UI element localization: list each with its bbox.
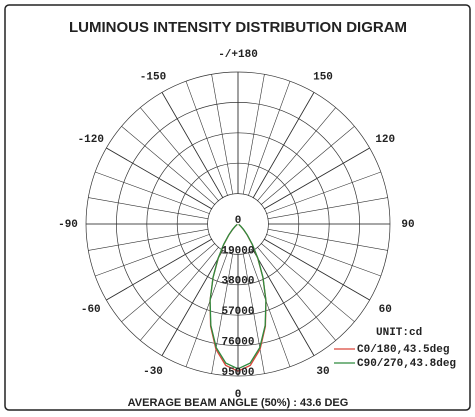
- angle-label: 30: [316, 366, 329, 378]
- angle-label: -90: [58, 219, 78, 231]
- radial-label: 95000: [221, 367, 254, 379]
- angle-spoke: [263, 147, 370, 210]
- chart-title: LUMINOUS INTENSITY DISTRIBUTION DIGRAM: [69, 19, 407, 36]
- radial-label: 0: [235, 215, 242, 227]
- intensity-curve: [209, 223, 267, 370]
- angle-label: -30: [143, 366, 163, 378]
- unit-label: UNIT:cd: [376, 327, 422, 339]
- radial-label: 19000: [221, 245, 254, 257]
- radial-label: 57000: [221, 306, 254, 318]
- angle-label: -60: [81, 304, 101, 316]
- angle-label: 0: [235, 389, 242, 401]
- angle-label: -/+180: [218, 49, 258, 61]
- angle-spoke: [263, 238, 370, 301]
- legend-label: C90/270,43.8deg: [357, 358, 456, 370]
- angle-label: 60: [379, 304, 392, 316]
- angle-spoke: [106, 147, 213, 210]
- footer: AVERAGE BEAM ANGLE (50%) : 43.6 DEG: [128, 397, 349, 409]
- angle-spoke: [106, 238, 213, 301]
- angle-spoke: [252, 92, 315, 199]
- angle-spoke: [161, 249, 224, 356]
- radial-label: 76000: [221, 337, 254, 349]
- angle-spoke: [252, 249, 315, 356]
- angle-label: -150: [140, 72, 166, 84]
- frame: [4, 4, 471, 411]
- angle-label: 150: [313, 72, 333, 84]
- angle-spoke: [161, 92, 224, 199]
- radial-label: 38000: [221, 276, 254, 288]
- angle-label: 120: [375, 134, 395, 146]
- legend-label: C0/180,43.5deg: [357, 344, 449, 356]
- angle-label: 90: [401, 219, 414, 231]
- angle-label: -120: [78, 134, 104, 146]
